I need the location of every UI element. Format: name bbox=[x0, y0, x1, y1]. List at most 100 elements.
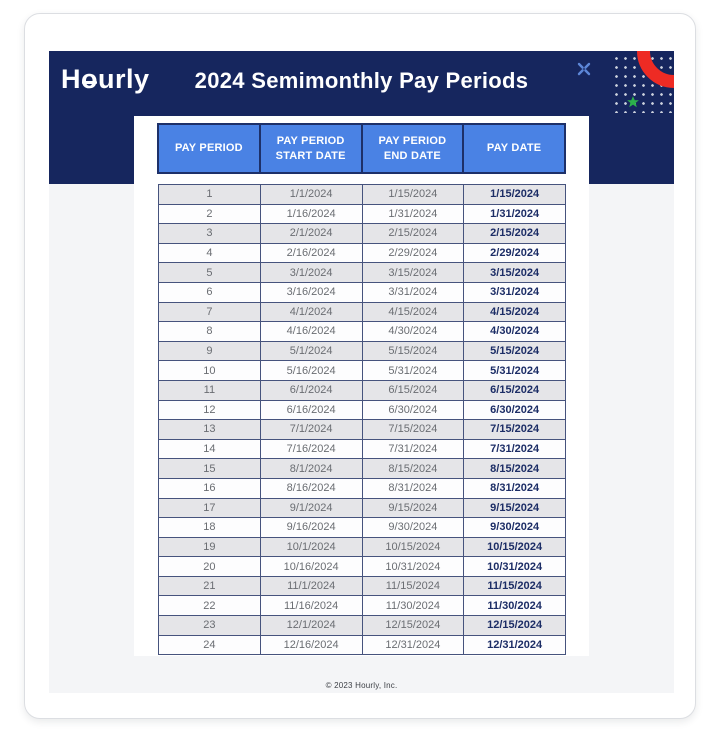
end-date-cell: 1/31/2024 bbox=[361, 203, 465, 225]
pay-date-cell: 5/31/2024 bbox=[463, 360, 566, 381]
table-header-row: PAY PERIOD PAY PERIOD START DATE PAY PER… bbox=[157, 123, 566, 174]
start-date-cell: 4/1/2024 bbox=[259, 301, 363, 323]
logo-text-prefix: H bbox=[61, 64, 81, 94]
pay-period-cell: 5 bbox=[158, 262, 261, 283]
end-date-cell: 12/31/2024 bbox=[361, 634, 465, 656]
pay-date-cell: 11/15/2024 bbox=[463, 575, 566, 597]
start-date-cell: 2/1/2024 bbox=[259, 223, 363, 244]
start-date-cell: 11/1/2024 bbox=[259, 575, 363, 597]
pay-period-cell: 22 bbox=[158, 595, 261, 617]
flyer-card: Hourly 2024 Semimonthly Pay Periods © 20… bbox=[24, 13, 696, 719]
pay-period-cell: 6 bbox=[158, 281, 261, 303]
pay-periods-table: 1 1/1/2024 1/15/2024 1/15/2024 2 1/16/20… bbox=[158, 184, 566, 656]
end-date-cell: 4/30/2024 bbox=[361, 321, 465, 342]
end-date-cell: 12/15/2024 bbox=[361, 615, 465, 636]
start-date-cell: 9/1/2024 bbox=[259, 497, 363, 519]
pay-period-cell: 24 bbox=[158, 634, 261, 656]
pay-period-cell: 14 bbox=[158, 438, 261, 460]
pay-date-cell: 12/15/2024 bbox=[463, 615, 566, 636]
table-row: 21 11/1/2024 11/15/2024 11/15/2024 bbox=[158, 575, 566, 597]
end-date-cell: 2/15/2024 bbox=[361, 223, 465, 244]
end-date-cell: 9/15/2024 bbox=[361, 497, 465, 519]
start-date-cell: 1/1/2024 bbox=[259, 184, 363, 205]
table-row: 13 7/1/2024 7/15/2024 7/15/2024 bbox=[158, 419, 566, 440]
pay-date-cell: 2/29/2024 bbox=[463, 242, 566, 264]
pay-date-cell: 6/15/2024 bbox=[463, 379, 566, 401]
pay-date-cell: 12/31/2024 bbox=[463, 634, 566, 656]
pay-period-cell: 16 bbox=[158, 477, 261, 499]
pay-date-cell: 10/31/2024 bbox=[463, 556, 566, 577]
table-row: 4 2/16/2024 2/29/2024 2/29/2024 bbox=[158, 242, 566, 264]
start-date-cell: 5/1/2024 bbox=[259, 340, 363, 362]
pay-period-cell: 12 bbox=[158, 399, 261, 421]
pay-date-cell: 9/15/2024 bbox=[463, 497, 566, 519]
table-row: 3 2/1/2024 2/15/2024 2/15/2024 bbox=[158, 223, 566, 244]
end-date-cell: 11/15/2024 bbox=[361, 575, 465, 597]
column-header-end-date: PAY PERIOD END DATE bbox=[363, 125, 465, 172]
pay-date-cell: 1/31/2024 bbox=[463, 203, 566, 225]
sparkle-x-icon bbox=[577, 62, 591, 76]
pay-date-cell: 1/15/2024 bbox=[463, 184, 566, 205]
end-date-cell: 5/15/2024 bbox=[361, 340, 465, 362]
pay-date-cell: 4/30/2024 bbox=[463, 321, 566, 342]
start-date-cell: 10/16/2024 bbox=[259, 556, 363, 577]
pay-date-cell: 3/15/2024 bbox=[463, 262, 566, 283]
pay-table-card: PAY PERIOD PAY PERIOD START DATE PAY PER… bbox=[134, 116, 589, 656]
pay-date-cell: 8/15/2024 bbox=[463, 458, 566, 479]
pay-date-cell: 6/30/2024 bbox=[463, 399, 566, 421]
start-date-cell: 5/16/2024 bbox=[259, 360, 363, 381]
end-date-cell: 2/29/2024 bbox=[361, 242, 465, 264]
end-date-cell: 11/30/2024 bbox=[361, 595, 465, 617]
table-row: 11 6/1/2024 6/15/2024 6/15/2024 bbox=[158, 379, 566, 401]
end-date-cell: 7/15/2024 bbox=[361, 419, 465, 440]
end-date-cell: 6/15/2024 bbox=[361, 379, 465, 401]
pay-period-cell: 18 bbox=[158, 517, 261, 538]
pay-period-cell: 7 bbox=[158, 301, 261, 323]
table-row: 8 4/16/2024 4/30/2024 4/30/2024 bbox=[158, 321, 566, 342]
end-date-cell: 10/15/2024 bbox=[361, 536, 465, 558]
pay-date-cell: 7/31/2024 bbox=[463, 438, 566, 460]
table-row: 12 6/16/2024 6/30/2024 6/30/2024 bbox=[158, 399, 566, 421]
pay-date-cell: 10/15/2024 bbox=[463, 536, 566, 558]
table-row: 15 8/1/2024 8/15/2024 8/15/2024 bbox=[158, 458, 566, 479]
start-date-cell: 3/1/2024 bbox=[259, 262, 363, 283]
start-date-cell: 2/16/2024 bbox=[259, 242, 363, 264]
end-date-cell: 10/31/2024 bbox=[361, 556, 465, 577]
start-date-cell: 7/1/2024 bbox=[259, 419, 363, 440]
start-date-cell: 9/16/2024 bbox=[259, 517, 363, 538]
table-row: 7 4/1/2024 4/15/2024 4/15/2024 bbox=[158, 301, 566, 323]
start-date-cell: 3/16/2024 bbox=[259, 281, 363, 303]
star-icon bbox=[627, 96, 639, 108]
pay-date-cell: 4/15/2024 bbox=[463, 301, 566, 323]
pay-period-cell: 2 bbox=[158, 203, 261, 225]
pay-date-cell: 3/31/2024 bbox=[463, 281, 566, 303]
pay-period-cell: 15 bbox=[158, 458, 261, 479]
pay-period-cell: 11 bbox=[158, 379, 261, 401]
pay-table-body: 1 1/1/2024 1/15/2024 1/15/2024 2 1/16/20… bbox=[158, 184, 566, 656]
end-date-cell: 9/30/2024 bbox=[361, 517, 465, 538]
hourly-logo: Hourly bbox=[61, 63, 150, 96]
pay-date-cell: 9/30/2024 bbox=[463, 517, 566, 538]
end-date-cell: 3/15/2024 bbox=[361, 262, 465, 283]
end-date-cell: 4/15/2024 bbox=[361, 301, 465, 323]
start-date-cell: 12/16/2024 bbox=[259, 634, 363, 656]
start-date-cell: 10/1/2024 bbox=[259, 536, 363, 558]
pay-date-cell: 5/15/2024 bbox=[463, 340, 566, 362]
logo-text-suffix: urly bbox=[98, 64, 150, 94]
start-date-cell: 8/1/2024 bbox=[259, 458, 363, 479]
table-row: 19 10/1/2024 10/15/2024 10/15/2024 bbox=[158, 536, 566, 558]
pay-period-cell: 21 bbox=[158, 575, 261, 597]
table-row: 6 3/16/2024 3/31/2024 3/31/2024 bbox=[158, 281, 566, 303]
table-row: 10 5/16/2024 5/31/2024 5/31/2024 bbox=[158, 360, 566, 381]
table-row: 2 1/16/2024 1/31/2024 1/31/2024 bbox=[158, 203, 566, 225]
logo-barred-o: o bbox=[81, 64, 98, 94]
start-date-cell: 7/16/2024 bbox=[259, 438, 363, 460]
pay-period-cell: 10 bbox=[158, 360, 261, 381]
pay-period-cell: 9 bbox=[158, 340, 261, 362]
table-row: 22 11/16/2024 11/30/2024 11/30/2024 bbox=[158, 595, 566, 617]
start-date-cell: 1/16/2024 bbox=[259, 203, 363, 225]
table-row: 14 7/16/2024 7/31/2024 7/31/2024 bbox=[158, 438, 566, 460]
pay-date-cell: 11/30/2024 bbox=[463, 595, 566, 617]
end-date-cell: 5/31/2024 bbox=[361, 360, 465, 381]
